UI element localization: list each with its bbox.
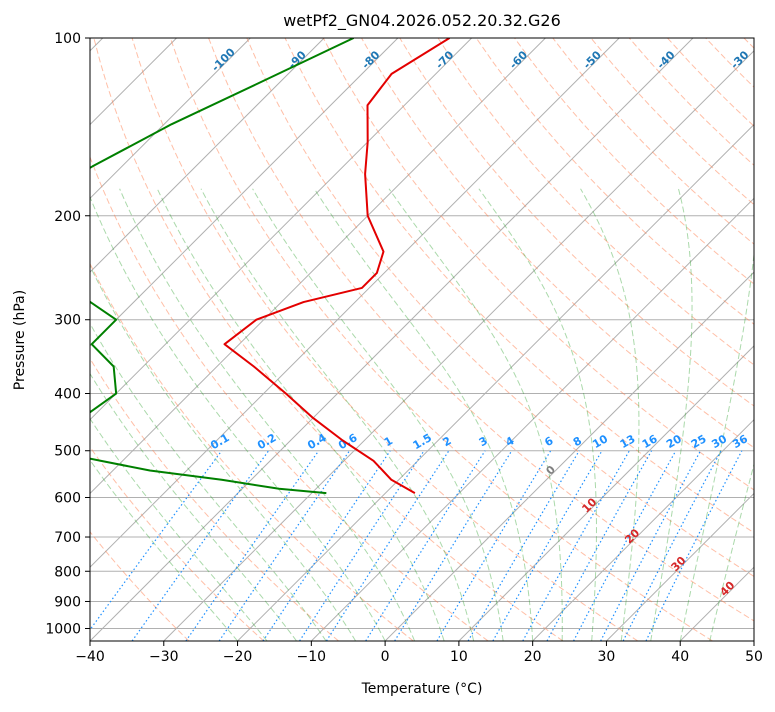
y-tick-label: 400 xyxy=(54,387,81,403)
x-tick-label: −30 xyxy=(149,649,179,665)
y-tick-label: 900 xyxy=(54,594,81,610)
x-tick-label: 50 xyxy=(745,649,763,665)
y-tick-label: 500 xyxy=(54,444,81,460)
y-tick-label: 100 xyxy=(54,31,81,47)
plot-background xyxy=(90,38,754,641)
chart-title: wetPf2_GN04.2026.052.20.32.G26 xyxy=(283,11,561,31)
x-tick-label: 40 xyxy=(671,649,689,665)
x-axis-label: Temperature (°C) xyxy=(361,681,483,697)
x-tick-label: 0 xyxy=(381,649,390,665)
y-tick-label: 600 xyxy=(54,490,81,506)
y-tick-label: 200 xyxy=(54,209,81,225)
x-tick-label: −20 xyxy=(223,649,253,665)
x-tick-label: −10 xyxy=(297,649,327,665)
y-tick-label: 700 xyxy=(54,530,81,546)
x-tick-label: 30 xyxy=(598,649,616,665)
y-tick-label: 300 xyxy=(54,313,81,329)
x-tick-label: 20 xyxy=(524,649,542,665)
isotherm-line xyxy=(754,38,775,641)
x-tick-label: −40 xyxy=(75,649,105,665)
y-tick-label: 800 xyxy=(54,564,81,580)
y-axis-label: Pressure (hPa) xyxy=(12,290,28,390)
y-tick-label: 1000 xyxy=(45,621,81,637)
x-tick-label: 10 xyxy=(450,649,468,665)
